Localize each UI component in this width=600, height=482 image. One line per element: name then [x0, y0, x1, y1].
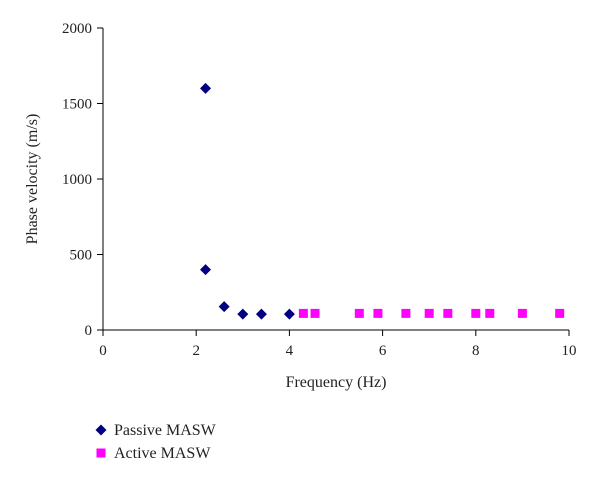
active-masw-point	[310, 308, 320, 318]
active-masw-legend-label: Active MASW	[114, 445, 211, 462]
x-tick-label: 2	[192, 343, 200, 359]
passive-masw-point	[283, 308, 295, 320]
active-masw-point	[443, 308, 453, 318]
active-masw-point	[555, 308, 565, 318]
x-tick-label: 4	[286, 343, 294, 359]
x-tick-label: 8	[472, 343, 480, 359]
x-ticks: 0 2 4 6 8 10	[99, 330, 577, 359]
y-tick-label: 2000	[62, 21, 92, 37]
active-masw-point	[354, 308, 364, 318]
legend: Passive MASW Active MASW	[95, 422, 217, 462]
active-masw-legend-marker	[96, 448, 106, 458]
y-ticks: 0 500 1000 1500 2000	[62, 21, 103, 339]
active-masw-point	[517, 308, 527, 318]
x-tick-label: 6	[379, 343, 387, 359]
passive-masw-point	[255, 308, 267, 320]
y-axis-title: Phase velocity (m/s)	[24, 114, 41, 245]
data-markers	[200, 82, 565, 320]
passive-masw-point	[200, 82, 212, 94]
active-masw-point	[424, 308, 434, 318]
passive-masw-legend-marker	[95, 424, 107, 436]
passive-masw-point	[200, 264, 212, 276]
x-axis-title: Frequency (Hz)	[286, 374, 387, 391]
y-tick-label: 1500	[62, 97, 92, 113]
y-tick-label: 1000	[62, 172, 92, 188]
passive-masw-point	[237, 308, 249, 320]
plot-area: 0 2 4 6 8 10 0 500 1000 1500 2000	[62, 21, 577, 359]
active-masw-point	[298, 308, 308, 318]
x-tick-label: 0	[99, 343, 107, 359]
y-tick-label: 0	[85, 323, 93, 339]
active-masw-point	[471, 308, 481, 318]
active-masw-point	[373, 308, 383, 318]
y-tick-label: 500	[70, 248, 93, 264]
passive-masw-point	[218, 301, 230, 313]
passive-masw-legend-label: Passive MASW	[114, 422, 217, 439]
x-tick-label: 10	[562, 343, 577, 359]
active-masw-point	[485, 308, 495, 318]
active-masw-point	[401, 308, 411, 318]
